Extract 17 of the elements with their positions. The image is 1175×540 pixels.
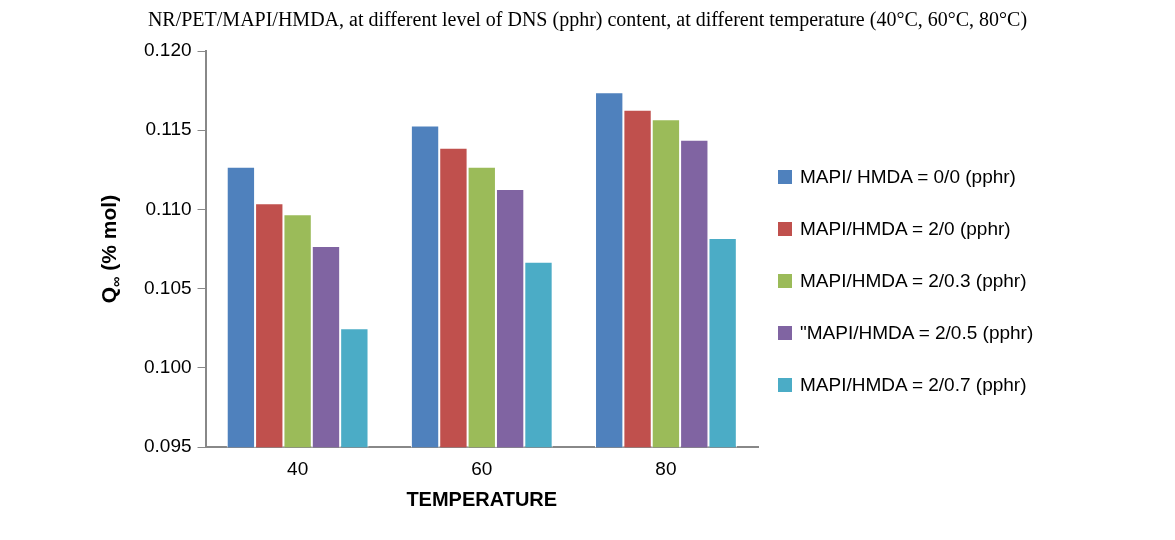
x-tick-label: 80: [655, 457, 677, 479]
y-tick-label: 0.105: [144, 276, 192, 298]
y-tick-label: 0.115: [145, 118, 192, 140]
y-axis-title: Q∞ (% mol): [97, 194, 124, 304]
x-axis-title: TEMPERATURE: [406, 487, 558, 510]
y-tick-label: 0.095: [144, 435, 192, 457]
y-tick-label: 0.100: [144, 356, 192, 378]
chart-title: NR/PET/MAPI/HMDA, at different level of DNS (pphr) content, at different temperature (40°C, 60°C, 80°C): [146, 8, 1029, 31]
legend-label: MAPI/ HMDA = 0/0 (pphr): [800, 166, 1016, 188]
legend-label: MAPI/HMDA = 2/0.7 (pphr): [800, 374, 1027, 396]
legend-label: MAPI/HMDA = 2/0.3 (pphr): [800, 270, 1027, 292]
legend-label: MAPI/HMDA = 2/0 (pphr): [800, 218, 1011, 240]
x-tick-label: 60: [471, 457, 493, 479]
legend-label: "MAPI/HMDA = 2/0.5 (pphr): [800, 322, 1034, 344]
x-tick-label: 40: [287, 457, 309, 479]
y-tick-label: 0.120: [144, 39, 192, 61]
y-tick-label: 0.110: [145, 197, 192, 219]
